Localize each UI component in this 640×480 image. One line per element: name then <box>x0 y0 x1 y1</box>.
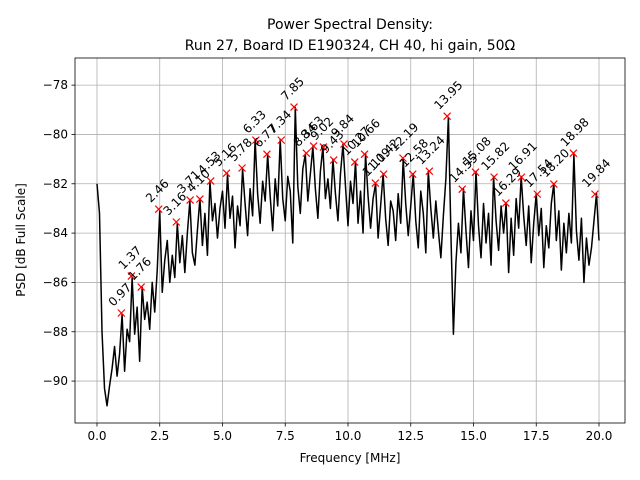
peak-label: 18.98 <box>558 115 592 149</box>
peak-marker <box>302 149 311 158</box>
peak-marker <box>490 173 499 182</box>
peak-marker <box>350 158 359 166</box>
x-axis-label: Frequency [MHz] <box>300 451 401 465</box>
peak-marker <box>569 149 578 158</box>
x-tick-label: 20.0 <box>586 429 613 443</box>
peak-marker <box>408 170 417 179</box>
peak-marker <box>238 164 246 172</box>
peak-label: 0.97 <box>106 280 135 309</box>
x-tick-label: 5.0 <box>213 429 232 443</box>
x-tick-label: 7.5 <box>276 429 295 443</box>
peak-marker <box>222 169 231 178</box>
peak-marker <box>329 156 338 165</box>
y-tick-label: −84 <box>43 226 68 240</box>
peak-marker <box>517 173 526 182</box>
peak-marker <box>117 309 126 317</box>
peak-marker <box>195 195 204 203</box>
peak-marker <box>137 283 146 292</box>
peak-marker <box>262 150 271 159</box>
peak-marker <box>309 142 318 150</box>
peak-marker <box>290 103 298 112</box>
y-tick-label: −88 <box>43 325 68 339</box>
peak-marker <box>399 154 407 163</box>
peak-marker <box>154 205 163 214</box>
peak-marker <box>371 179 380 187</box>
peak-marker <box>591 190 599 199</box>
x-tick-label: 15.0 <box>460 429 487 443</box>
y-tick-label: −78 <box>43 78 68 92</box>
peak-marker <box>319 143 328 151</box>
peak-marker <box>127 272 136 280</box>
peak-marker <box>277 136 286 145</box>
peak-marker <box>549 180 558 188</box>
peak-marker <box>471 168 480 177</box>
data-line <box>96 106 600 407</box>
peak-label: 16.29 <box>490 165 524 199</box>
x-tick-label: 12.5 <box>397 429 424 443</box>
y-tick-label: −86 <box>43 275 68 289</box>
x-tick-label: 0.0 <box>87 429 106 443</box>
peak-marker <box>360 150 369 159</box>
y-tick-label: −90 <box>43 374 68 388</box>
chart-title: Power Spectral Density: <box>267 17 433 33</box>
peak-marker <box>172 218 181 226</box>
peak-marker <box>206 177 215 185</box>
y-tick-label: −80 <box>43 127 68 141</box>
y-tick-label: −82 <box>43 177 68 191</box>
x-tick-label: 2.5 <box>150 429 169 443</box>
peak-marker <box>425 167 434 176</box>
plot-frame <box>74 57 626 424</box>
peak-marker <box>501 199 510 207</box>
peak-marker <box>340 140 348 148</box>
peak-label: 7.85 <box>278 74 307 103</box>
peak-label: 7.34 <box>265 107 294 136</box>
x-tick-label: 10.0 <box>335 429 362 443</box>
peak-marker <box>533 190 542 199</box>
peak-marker <box>379 170 388 179</box>
peak-marker <box>458 185 467 194</box>
peak-label: 19.84 <box>579 156 613 190</box>
y-axis-label: PSD [dB Full Scale] <box>14 183 28 297</box>
peak-label: 13.95 <box>431 78 465 112</box>
x-tick-label: 17.5 <box>523 429 550 443</box>
peak-marker <box>251 136 260 145</box>
chart-title: Run 27, Board ID E190324, CH 40, hi gain… <box>185 38 516 54</box>
peak-marker <box>443 112 452 121</box>
peak-marker <box>186 196 195 204</box>
